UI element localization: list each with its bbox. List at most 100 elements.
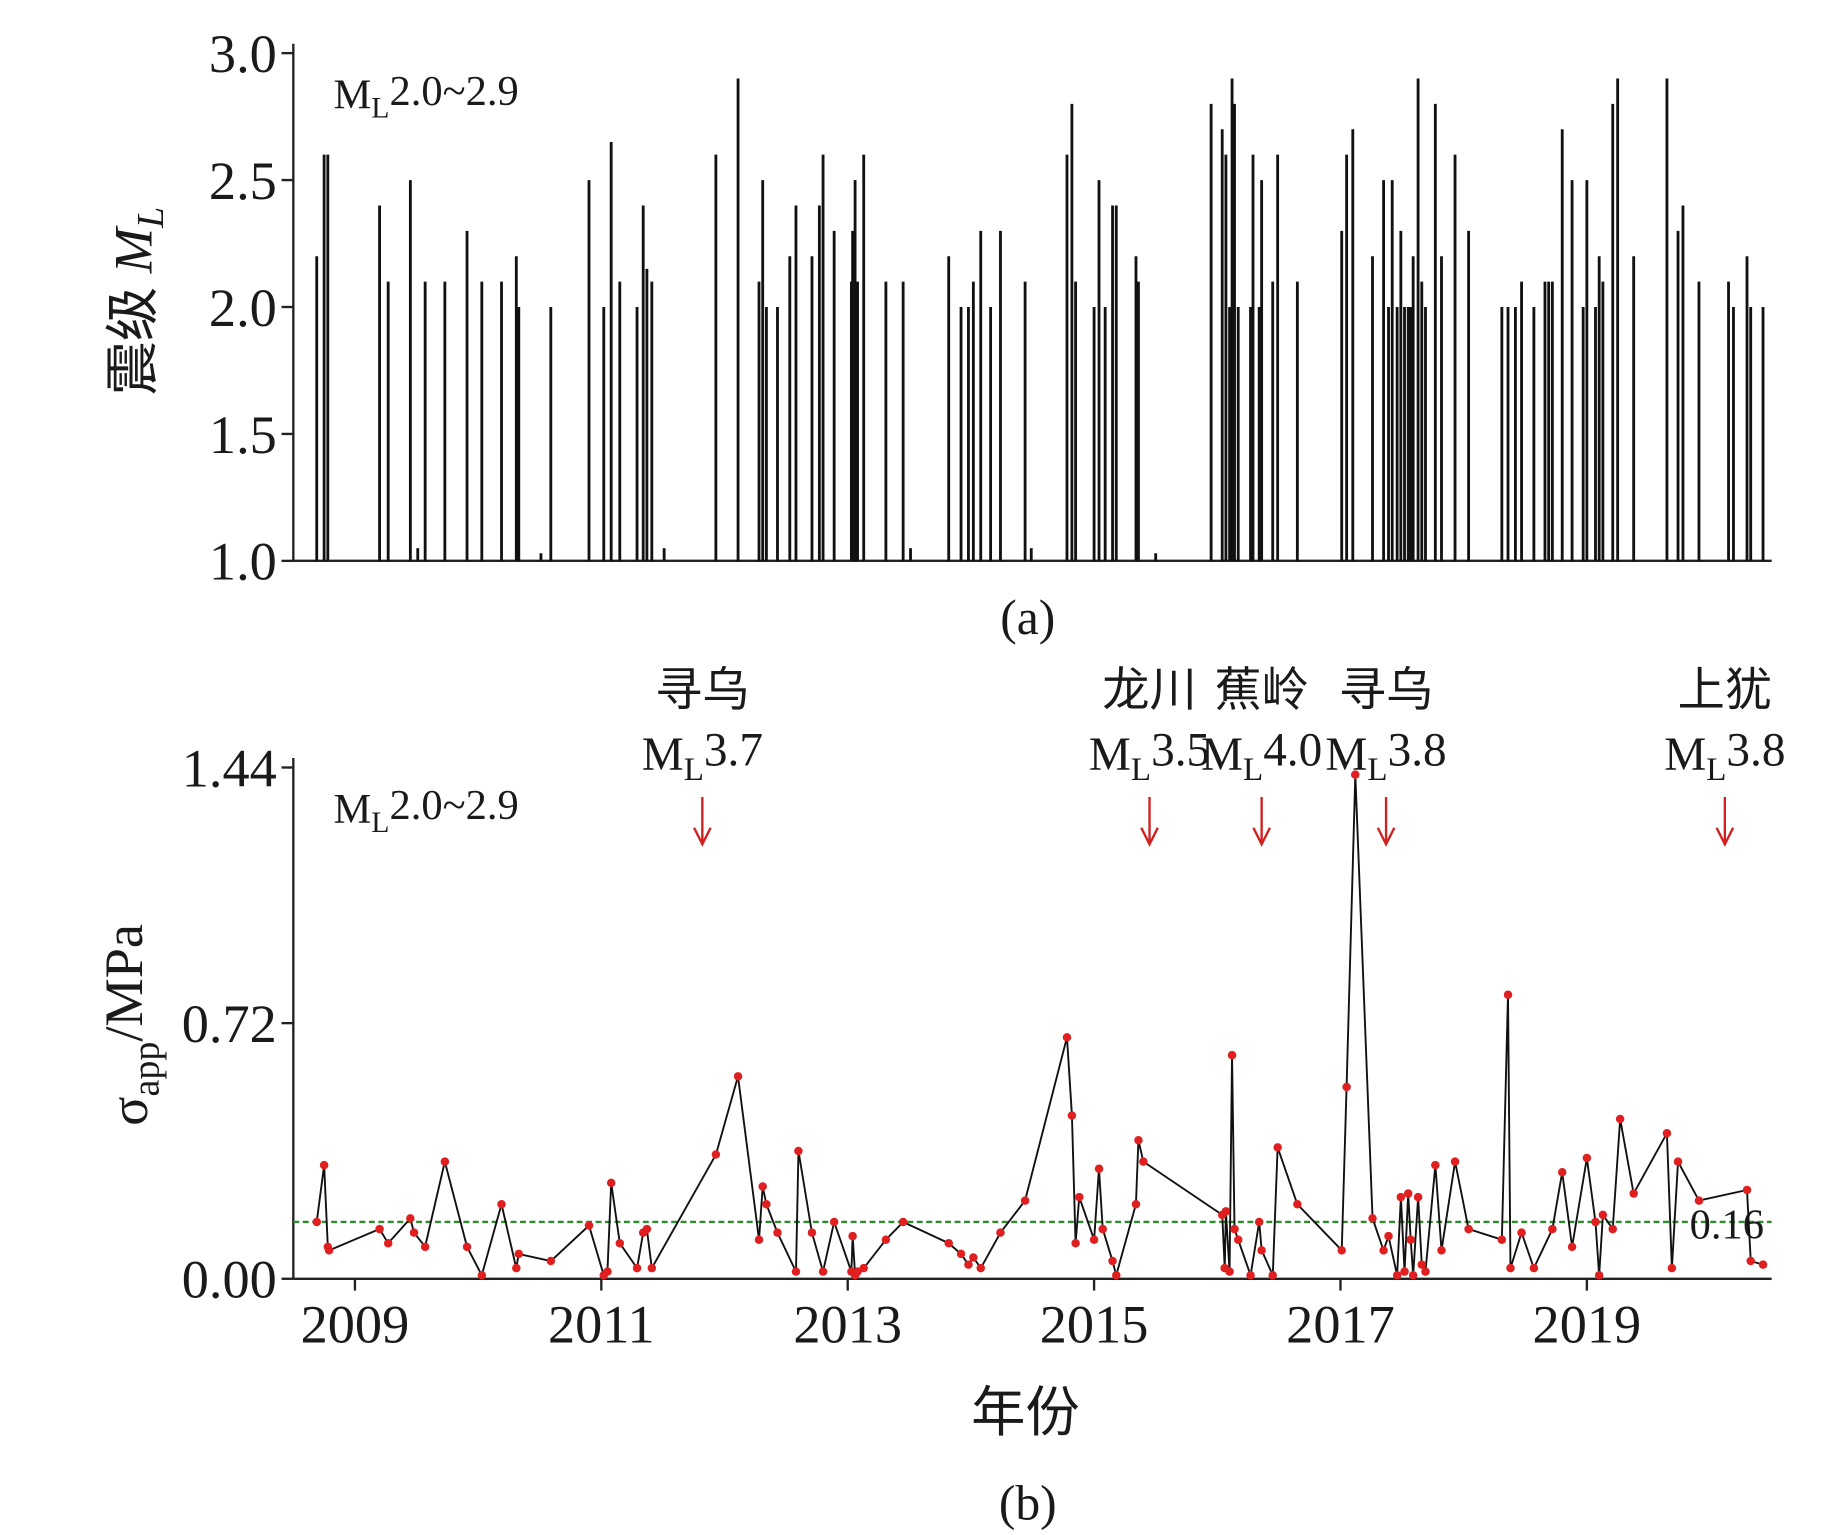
y-tick-label: 2.5 (209, 151, 277, 211)
stress-point (773, 1228, 782, 1237)
threshold-label: 0.16 (1690, 1201, 1764, 1248)
text-run: M (1089, 729, 1131, 781)
stress-point (1337, 1246, 1346, 1255)
stress-point (1503, 990, 1513, 999)
stress-point (1392, 1270, 1402, 1280)
event-place: 蕉岭 (1214, 665, 1308, 717)
text-run: L (684, 752, 704, 788)
text-run: M (642, 729, 684, 781)
stress-point (1464, 1224, 1473, 1234)
text-run: app (125, 1042, 167, 1097)
stress-point (969, 1253, 978, 1262)
stress-point (1384, 1231, 1393, 1241)
stress-point (546, 1256, 556, 1266)
stress-point (1598, 1210, 1608, 1220)
stress-point (1667, 1263, 1677, 1273)
stress-point (1406, 1235, 1415, 1244)
stress-point (1506, 1263, 1515, 1273)
x-axis-label: 年份 (971, 1383, 1080, 1443)
stress-point (762, 1199, 771, 1209)
event-magnitude: ML3.8 (1325, 725, 1446, 788)
stress-point (1557, 1168, 1567, 1177)
stress-point (440, 1157, 450, 1166)
stress-point (1139, 1157, 1148, 1166)
stress-point (1517, 1228, 1526, 1237)
x-tick-label: 2019 (1533, 1295, 1642, 1355)
event-arrow-head (1376, 827, 1396, 847)
event-magnitude: ML3.5 (1089, 725, 1210, 788)
text-run: 3.5 (1151, 725, 1210, 777)
stress-point (1071, 1239, 1080, 1248)
event-place: 上犹 (1678, 665, 1772, 717)
stress-point (409, 1228, 419, 1237)
stress-point (319, 1160, 329, 1170)
stress-point (1450, 1157, 1460, 1166)
stress-point (1257, 1246, 1266, 1255)
stress-point (1112, 1270, 1121, 1280)
y-tick-label: 2.0 (209, 278, 277, 338)
text-run: 3.8 (1726, 725, 1785, 777)
stress-point (1529, 1263, 1539, 1273)
y-tick-label: 1.0 (209, 532, 277, 592)
stress-point (818, 1267, 828, 1276)
stress-point (1417, 1260, 1427, 1269)
stress-point (1421, 1267, 1430, 1276)
text-run: M (1201, 729, 1243, 781)
event-place: 龙川 (1102, 665, 1196, 717)
text-run: 4.0 (1263, 725, 1322, 777)
stress-point (420, 1242, 430, 1252)
stress-point (1431, 1160, 1440, 1170)
text-run: M (1325, 729, 1367, 781)
stress-point (1221, 1207, 1231, 1216)
stress-point (859, 1263, 868, 1273)
event-magnitude: ML3.7 (642, 725, 763, 788)
stress-point (324, 1246, 334, 1255)
panel-label: (a) (1000, 590, 1055, 645)
stress-point (514, 1249, 524, 1259)
event-arrow-head (1140, 827, 1159, 847)
stress-point (1497, 1235, 1507, 1244)
stress-point (1089, 1235, 1099, 1244)
stress-line (315, 774, 1764, 1279)
stress-point (1403, 1189, 1413, 1198)
stress-point (406, 1214, 415, 1223)
stress-point (312, 1217, 321, 1227)
stress-point (853, 1267, 862, 1276)
stress-point (976, 1263, 986, 1273)
stress-point (1413, 1192, 1423, 1202)
text-run: 震级 (104, 273, 164, 395)
stress-point (1400, 1267, 1409, 1276)
text-run: L (130, 207, 172, 229)
event-magnitude: ML3.8 (1664, 725, 1785, 788)
stress-point (1254, 1217, 1264, 1227)
stress-point (1408, 1270, 1418, 1280)
y-tick-label: 0.72 (182, 994, 277, 1054)
stress-point (497, 1199, 506, 1209)
stress-point (1108, 1256, 1117, 1266)
text-run: M (333, 72, 371, 119)
stress-point (1098, 1224, 1107, 1234)
text-run: 2.0~2.9 (389, 68, 518, 115)
stress-point (1608, 1224, 1617, 1234)
stress-point (1673, 1157, 1683, 1166)
stress-point (477, 1270, 487, 1280)
x-tick-label: 2011 (548, 1295, 655, 1355)
stress-point (1567, 1242, 1577, 1252)
stress-point (512, 1263, 521, 1273)
text-run: L (1706, 752, 1726, 788)
stress-point (1067, 1111, 1077, 1120)
stress-point (584, 1221, 594, 1230)
event-magnitude: ML4.0 (1201, 725, 1322, 788)
stress-point (1396, 1192, 1406, 1202)
stress-point (794, 1146, 803, 1156)
stress-point (1629, 1189, 1638, 1198)
stress-point (1746, 1256, 1755, 1266)
stress-point (1342, 1082, 1351, 1092)
y-tick-label: 1.5 (209, 405, 277, 465)
stress-point (733, 1072, 743, 1081)
stress-point (375, 1224, 384, 1234)
event-place: 寻乌 (655, 665, 749, 717)
stress-point (1075, 1192, 1084, 1202)
